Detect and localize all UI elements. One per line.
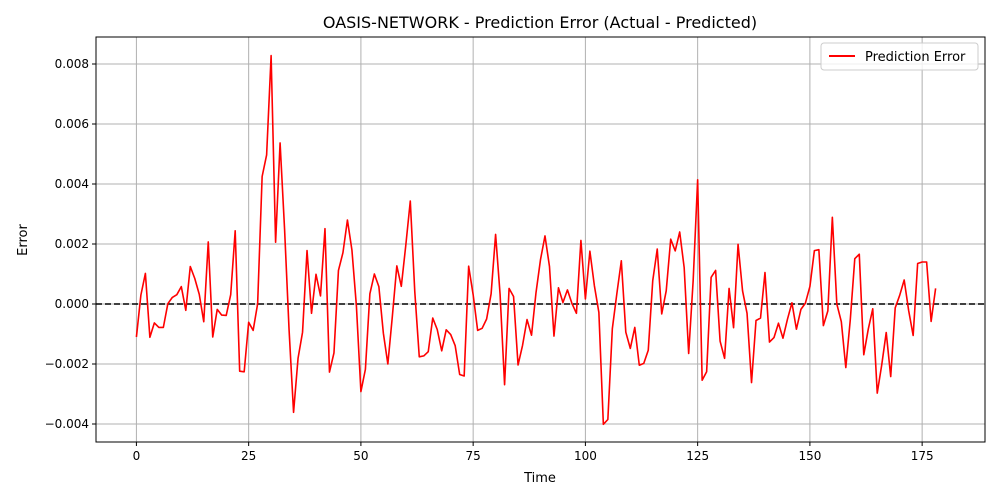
legend: Prediction Error (820, 42, 979, 71)
x-tick-label: 100 (574, 449, 597, 463)
x-tick-label: 50 (353, 449, 368, 463)
y-tick-label: −0.002 (45, 357, 89, 371)
x-tick-label: 0 (133, 449, 141, 463)
y-tick-label: 0.002 (55, 237, 89, 251)
x-tick-label: 150 (798, 449, 821, 463)
legend-box (820, 42, 979, 71)
x-axis-label: Time (523, 471, 556, 486)
y-tick-label: 0.006 (55, 117, 89, 131)
series-layer (135, 54, 937, 426)
series-line-prediction-error (135, 54, 937, 426)
y-tick-label: 0.000 (55, 297, 89, 311)
y-tick-label: −0.004 (45, 417, 89, 431)
x-tick-label: 75 (466, 449, 481, 463)
chart-title: OASIS-NETWORK - Prediction Error (Actual… (323, 13, 757, 32)
x-tick-label: 25 (241, 449, 256, 463)
x-tick-label: 175 (911, 449, 934, 463)
y-axis-label: Error (16, 224, 31, 256)
legend-label: Prediction Error (865, 50, 966, 65)
tick-layer: 0 25 50 75 100 125 150 175 −0.004 −0.002 0.000 0.00… (45, 57, 934, 463)
y-tick-label: 0.008 (55, 57, 89, 71)
x-tick-label: 125 (686, 449, 709, 463)
y-tick-label: 0.004 (55, 177, 89, 191)
grid-layer (96, 37, 985, 442)
plot-frame (95, 36, 986, 443)
